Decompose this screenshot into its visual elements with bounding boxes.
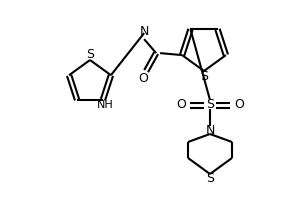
Text: O: O xyxy=(234,98,244,112)
Text: S: S xyxy=(200,70,208,82)
Text: O: O xyxy=(138,72,148,85)
Text: S: S xyxy=(86,47,94,60)
Text: S: S xyxy=(206,98,214,112)
Text: N: N xyxy=(205,123,215,136)
Text: N: N xyxy=(140,25,149,38)
Text: S: S xyxy=(206,171,214,184)
Text: NH: NH xyxy=(97,100,113,110)
Text: O: O xyxy=(176,98,186,112)
